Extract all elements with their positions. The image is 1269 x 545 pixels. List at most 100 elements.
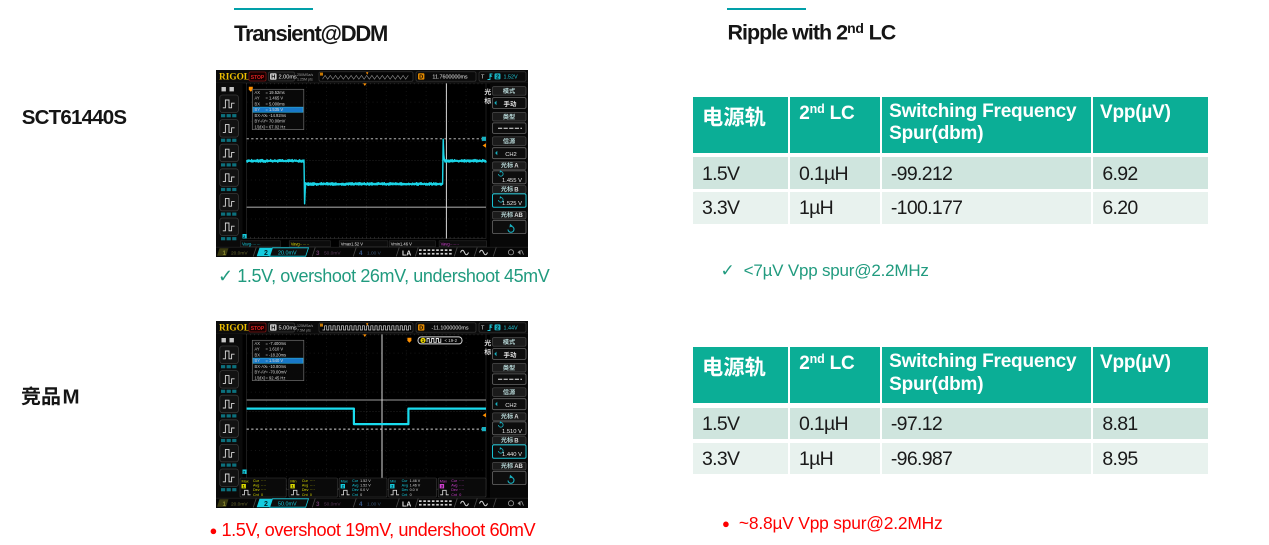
svg-text:=: = (266, 352, 269, 357)
svg-text:0.0 V: 0.0 V (360, 488, 369, 492)
svg-text:92.45 Hz: 92.45 Hz (269, 375, 285, 380)
svg-text:-7.400ms: -7.400ms (269, 341, 286, 346)
svg-text:Avg: Avg (451, 484, 457, 488)
svg-text:AX: AX (255, 341, 261, 346)
svg-text:5.00ms: 5.00ms (279, 326, 298, 332)
svg-text:Cur: Cur (352, 479, 359, 483)
svg-text:LA: LA (402, 501, 411, 508)
svg-text:125MSa/s: 125MSa/s (297, 324, 313, 328)
svg-text:Min: Min (390, 480, 396, 484)
svg-text:Vmax1.52 V: Vmax1.52 V (341, 241, 364, 246)
svg-text:····: ···· (261, 484, 266, 488)
svg-text:2: 2 (264, 250, 268, 257)
svg-text:BY-AY: BY-AY (255, 370, 267, 375)
svg-text:····: ···· (310, 488, 315, 492)
svg-text:1.525 V: 1.525 V (502, 201, 522, 207)
svg-text:1.52V: 1.52V (504, 75, 518, 81)
svg-text:20.0mV: 20.0mV (231, 250, 248, 256)
svg-text:Max: Max (242, 480, 249, 484)
svg-text:2: 2 (391, 485, 393, 489)
svg-text:1.00 V: 1.00 V (367, 250, 382, 256)
svg-text:1: 1 (223, 250, 227, 257)
svg-text:Max: Max (440, 480, 447, 484)
svg-text:50.0mV: 50.0mV (278, 502, 297, 508)
svg-text:A: A (514, 415, 519, 421)
svg-text:=: = (266, 101, 269, 106)
svg-text:Dev: Dev (402, 488, 409, 492)
svg-text:AX: AX (255, 90, 261, 95)
svg-text:0: 0 (310, 493, 312, 497)
svg-text:····: ···· (310, 484, 315, 488)
svg-text:BX: BX (255, 101, 261, 106)
svg-text:M: M (63, 386, 80, 409)
svg-text:1.455 V: 1.455 V (502, 178, 522, 184)
svg-text:Min: Min (290, 480, 296, 484)
svg-text:1.46 V: 1.46 V (410, 484, 421, 488)
svg-text:67.02 Hz: 67.02 Hz (269, 124, 285, 129)
svg-text:····: ···· (261, 488, 266, 492)
svg-text:2: 2 (496, 74, 499, 80)
svg-text:D: D (419, 326, 423, 332)
svg-text:Cnt: Cnt (253, 493, 259, 497)
svg-text:19.52ms: 19.52ms (269, 90, 285, 95)
svg-text:Cur: Cur (253, 479, 260, 483)
svg-text:2: 2 (243, 469, 246, 474)
svg-text:4: 4 (359, 250, 363, 257)
svg-text:Max: Max (341, 480, 348, 484)
svg-text:BY-AY: BY-AY (255, 119, 267, 124)
svg-text:H: H (271, 326, 275, 332)
svg-text:=: = (266, 347, 269, 352)
svg-text:A: A (514, 164, 519, 170)
svg-text:2.00ms: 2.00ms (279, 75, 298, 81)
svg-text:2: 2 (496, 325, 499, 331)
svg-text:Avg: Avg (253, 484, 259, 488)
svg-text:0: 0 (410, 493, 412, 497)
svg-text:BX-AX: BX-AX (255, 364, 268, 369)
svg-text:1.610 V: 1.610 V (269, 347, 283, 352)
svg-text:2: 2 (243, 234, 246, 239)
svg-text:1.46 V: 1.46 V (410, 479, 421, 483)
svg-text:1/|dX|: 1/|dX| (255, 375, 266, 380)
svg-text:1.25M pts: 1.25M pts (297, 77, 313, 81)
svg-text:STOP: STOP (251, 75, 265, 81)
svg-text:AB: AB (514, 464, 523, 470)
svg-text:B: B (514, 438, 519, 444)
svg-text:-11.1000000ms: -11.1000000ms (431, 326, 468, 332)
svg-text:2: 2 (264, 501, 268, 508)
svg-text:< 19-2: < 19-2 (445, 338, 458, 343)
svg-text:5.000ms: 5.000ms (269, 101, 285, 106)
svg-text:LA: LA (402, 250, 411, 257)
svg-text:-10.80ms: -10.80ms (269, 364, 286, 369)
svg-text:11.7600000ms: 11.7600000ms (432, 75, 468, 81)
svg-text:3: 3 (441, 485, 443, 489)
svg-text:Cnt: Cnt (451, 493, 457, 497)
svg-text:Vavg·······: Vavg······· (441, 241, 460, 246)
svg-text:AY: AY (255, 96, 260, 101)
svg-text:AB: AB (514, 213, 523, 219)
svg-text:Cur: Cur (402, 479, 409, 483)
svg-text:1.440 V: 1.440 V (502, 452, 522, 458)
svg-text:CH2: CH2 (505, 152, 517, 158)
svg-text:1.465 V: 1.465 V (269, 96, 283, 101)
svg-text:Cnt: Cnt (302, 493, 308, 497)
svg-text:Avg: Avg (352, 484, 358, 488)
svg-text:····: ···· (459, 484, 464, 488)
svg-text:B: B (514, 187, 519, 193)
svg-text:20.0mV: 20.0mV (231, 501, 248, 507)
svg-text:····: ···· (261, 479, 266, 483)
svg-text:=: = (266, 375, 269, 380)
svg-text:250MSa/s: 250MSa/s (297, 73, 313, 77)
svg-text:=: = (266, 96, 269, 101)
svg-text:=: = (266, 341, 269, 346)
svg-text:1: 1 (223, 501, 227, 508)
svg-text:T: T (481, 75, 485, 81)
svg-text:=: = (266, 90, 269, 95)
svg-text:BX-AX: BX-AX (255, 113, 268, 118)
svg-text:1/|dX|: 1/|dX| (255, 124, 266, 129)
svg-text:····: ···· (310, 479, 315, 483)
svg-text:1.00 V: 1.00 V (367, 501, 382, 507)
svg-text:BY: BY (255, 358, 261, 363)
svg-text:D: D (419, 75, 423, 81)
svg-text:Dev: Dev (302, 488, 309, 492)
svg-text:70.00mV: 70.00mV (269, 119, 286, 124)
